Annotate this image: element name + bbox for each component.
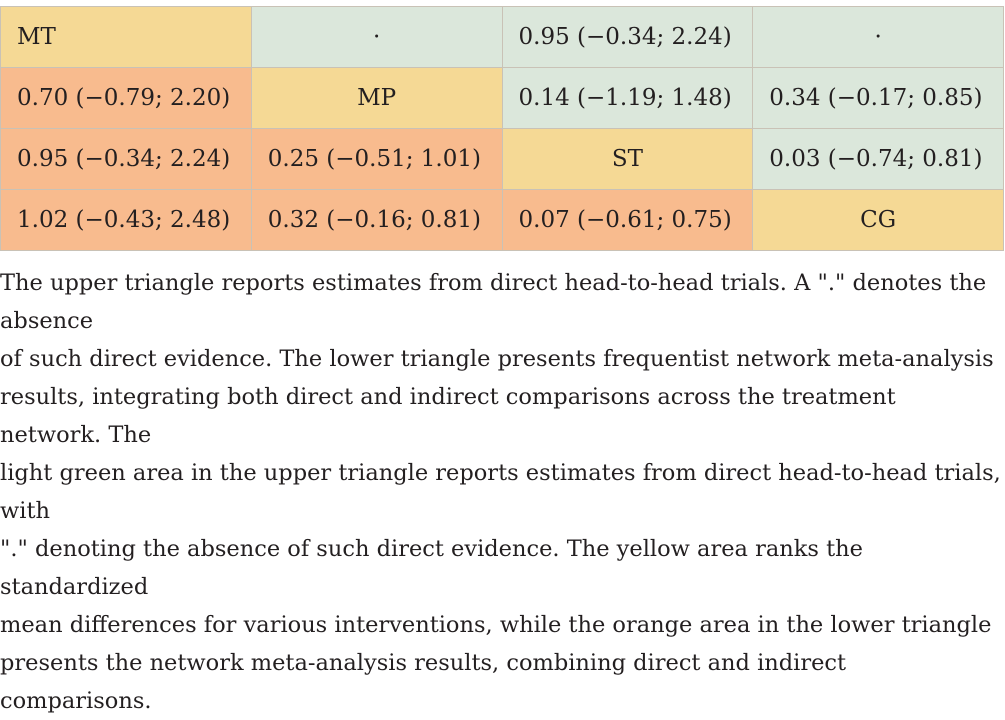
table-row: 0.70 (−0.79; 2.20) MP 0.14 (−1.19; 1.48)… xyxy=(0,67,1004,129)
lower-cell: 0.70 (−0.79; 2.20) xyxy=(0,67,252,129)
table-row: MT · 0.95 (−0.34; 2.24) · xyxy=(0,6,1004,68)
league-table: MT · 0.95 (−0.34; 2.24) · 0.70 (−0.79; 2… xyxy=(0,6,1004,251)
caption-line: light green area in the upper triangle r… xyxy=(0,460,1001,524)
upper-cell: · xyxy=(250,6,503,68)
caption-line: results, integrating both direct and ind… xyxy=(0,384,896,448)
diagonal-cell: ST xyxy=(501,128,754,190)
lower-cell: 0.07 (−0.61; 0.75) xyxy=(501,189,754,251)
caption-line: "." denoting the absence of such direct … xyxy=(0,536,863,600)
table-row: 1.02 (−0.43; 2.48) 0.32 (−0.16; 0.81) 0.… xyxy=(0,189,1004,251)
table-caption: The upper triangle reports estimates fro… xyxy=(0,264,1002,720)
upper-cell: 0.95 (−0.34; 2.24) xyxy=(501,6,754,68)
table-row: 0.95 (−0.34; 2.24) 0.25 (−0.51; 1.01) ST… xyxy=(0,128,1004,190)
caption-line: of such direct evidence. The lower trian… xyxy=(0,346,994,372)
upper-cell: 0.34 (−0.17; 0.85) xyxy=(752,67,1004,129)
lower-cell: 0.32 (−0.16; 0.81) xyxy=(250,189,503,251)
lower-cell: 1.02 (−0.43; 2.48) xyxy=(0,189,252,251)
upper-cell: · xyxy=(752,6,1004,68)
diagonal-cell: CG xyxy=(752,189,1004,251)
caption-line: The upper triangle reports estimates fro… xyxy=(0,270,987,334)
upper-cell: 0.03 (−0.74; 0.81) xyxy=(752,128,1004,190)
lower-cell: 0.95 (−0.34; 2.24) xyxy=(0,128,252,190)
diagonal-cell: MT xyxy=(0,6,252,68)
caption-line: mean differences for various interventio… xyxy=(0,612,992,638)
upper-cell: 0.14 (−1.19; 1.48) xyxy=(501,67,754,129)
caption-line: presents the network meta-analysis resul… xyxy=(0,650,847,714)
lower-cell: 0.25 (−0.51; 1.01) xyxy=(250,128,503,190)
diagonal-cell: MP xyxy=(250,67,503,129)
